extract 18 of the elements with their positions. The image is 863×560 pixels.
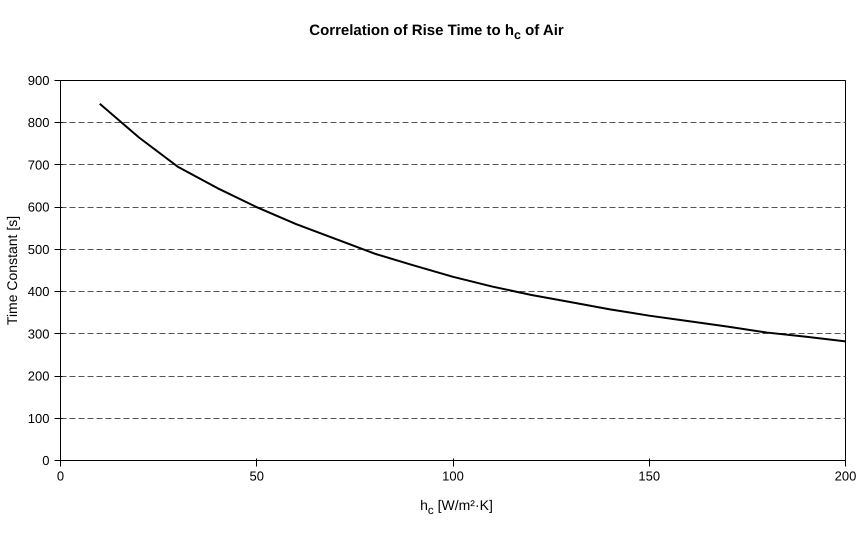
chart-title: Correlation of Rise Time to h$_{c}$ of Air [309, 21, 564, 44]
x-tick-label: 100 [442, 468, 464, 484]
y-tick-label: 400 [28, 284, 50, 299]
x-tick-label: 0 [56, 468, 64, 484]
y-tick-label: 900 [28, 72, 50, 88]
y-tick-label: 700 [28, 157, 50, 172]
y-tick-label: 200 [28, 368, 50, 384]
y-tick-label: 800 [28, 115, 50, 130]
x-tick-label: 50 [250, 468, 264, 484]
x-tick-label: 150 [638, 468, 660, 484]
y-tick-label: 600 [28, 200, 50, 215]
y-tick-label: 0 [42, 452, 50, 468]
y-tick-label: 100 [28, 410, 50, 426]
x-tick-label: 200 [834, 468, 856, 484]
y-tick-label: 500 [28, 242, 50, 257]
x-axis-title: h$_{c}$ [W/m²·K] [420, 496, 493, 519]
y-axis-title: Time Constant [s] [4, 216, 20, 325]
y-tick-label: 300 [28, 326, 50, 342]
